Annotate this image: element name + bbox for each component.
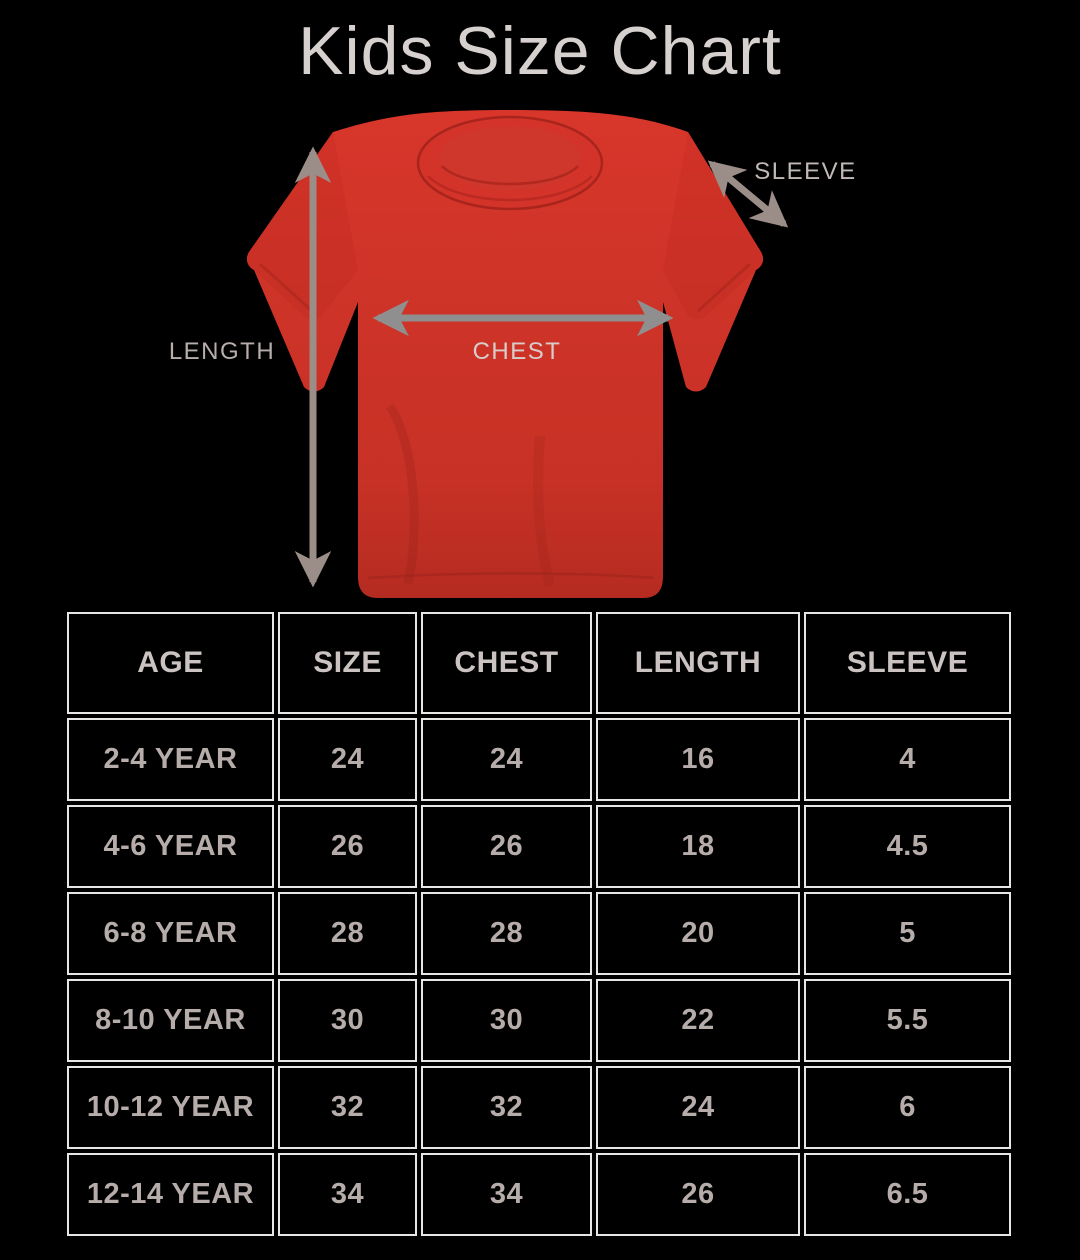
wrinkle-line: [533, 435, 555, 588]
shirt-measurement-diagram: LENGTH CHEST SLEEVE: [0, 100, 1080, 610]
wrinkle-line: [386, 403, 419, 585]
size-table-body: 2-4 YEAR 24 24 16 4 4-6 YEAR 26 26 18 4.5 6-8 YEAR…: [67, 718, 1011, 1236]
value-cell: 20: [595, 892, 801, 975]
age-cell: 8-10 YEAR: [67, 979, 274, 1062]
value-cell: 34: [421, 1153, 592, 1236]
age-cell: 10-12 YEAR: [67, 1066, 274, 1149]
table-row: 6-8 YEAR 28 28 20 5: [67, 892, 1011, 975]
value-cell: 4: [804, 718, 1011, 801]
column-header: SIZE: [277, 612, 418, 714]
age-cell: 2-4 YEAR: [67, 718, 274, 801]
column-header: SLEEVE: [804, 612, 1011, 714]
header-row: AGE SIZE CHEST LENGTH SLEEVE: [67, 612, 1011, 714]
value-cell: 6: [804, 1066, 1011, 1149]
column-header: AGE: [67, 612, 274, 714]
value-cell: 24: [421, 718, 592, 801]
sleeve-hem-right: [696, 262, 752, 313]
value-cell: 22: [595, 979, 801, 1062]
tshirt-image: [246, 110, 764, 598]
column-header: CHEST: [421, 612, 592, 714]
value-cell: 26: [595, 1153, 801, 1236]
value-cell: 26: [277, 805, 418, 888]
table-row: 10-12 YEAR 32 32 24 6: [67, 1066, 1011, 1149]
value-cell: 4.5: [804, 805, 1011, 888]
table-row: 4-6 YEAR 26 26 18 4.5: [67, 805, 1011, 888]
chest-arrow-icon: [372, 300, 674, 336]
value-cell: 28: [277, 892, 418, 975]
length-label: LENGTH: [168, 338, 276, 365]
table-row: 12-14 YEAR 34 34 26 6.5: [67, 1153, 1011, 1236]
value-cell: 26: [421, 805, 592, 888]
value-cell: 18: [595, 805, 801, 888]
value-cell: 28: [421, 892, 592, 975]
value-cell: 32: [277, 1066, 418, 1149]
length-arrow-icon: [294, 146, 332, 588]
age-cell: 4-6 YEAR: [67, 805, 274, 888]
value-cell: 24: [277, 718, 418, 801]
size-table-head: AGE SIZE CHEST LENGTH SLEEVE: [67, 612, 1011, 714]
column-header: LENGTH: [595, 612, 801, 714]
value-cell: 5.5: [804, 979, 1011, 1062]
tshirt-shading: [246, 110, 764, 598]
sleeve-label: SLEEVE: [754, 158, 857, 185]
table-row: 2-4 YEAR 24 24 16 4: [67, 718, 1011, 801]
collar-seam: [441, 165, 579, 186]
collar-stitch: [427, 175, 593, 202]
age-cell: 12-14 YEAR: [67, 1153, 274, 1236]
value-cell: 24: [595, 1066, 801, 1149]
age-cell: 6-8 YEAR: [67, 892, 274, 975]
table-row: 8-10 YEAR 30 30 22 5.5: [67, 979, 1011, 1062]
size-table: AGE SIZE CHEST LENGTH SLEEVE 2-4 YEAR 24 24 16 4…: [63, 608, 1015, 1240]
hem-stitch: [367, 572, 655, 580]
value-cell: 5: [804, 892, 1011, 975]
neck-opening: [439, 126, 581, 190]
value-cell: 32: [421, 1066, 592, 1149]
value-cell: 16: [595, 718, 801, 801]
page-title: Kids Size Chart: [298, 13, 782, 89]
value-cell: 34: [277, 1153, 418, 1236]
value-cell: 6.5: [804, 1153, 1011, 1236]
value-cell: 30: [277, 979, 418, 1062]
sleeve-arrow-icon: [707, 160, 789, 228]
chest-label: CHEST: [472, 338, 562, 365]
value-cell: 30: [421, 979, 592, 1062]
